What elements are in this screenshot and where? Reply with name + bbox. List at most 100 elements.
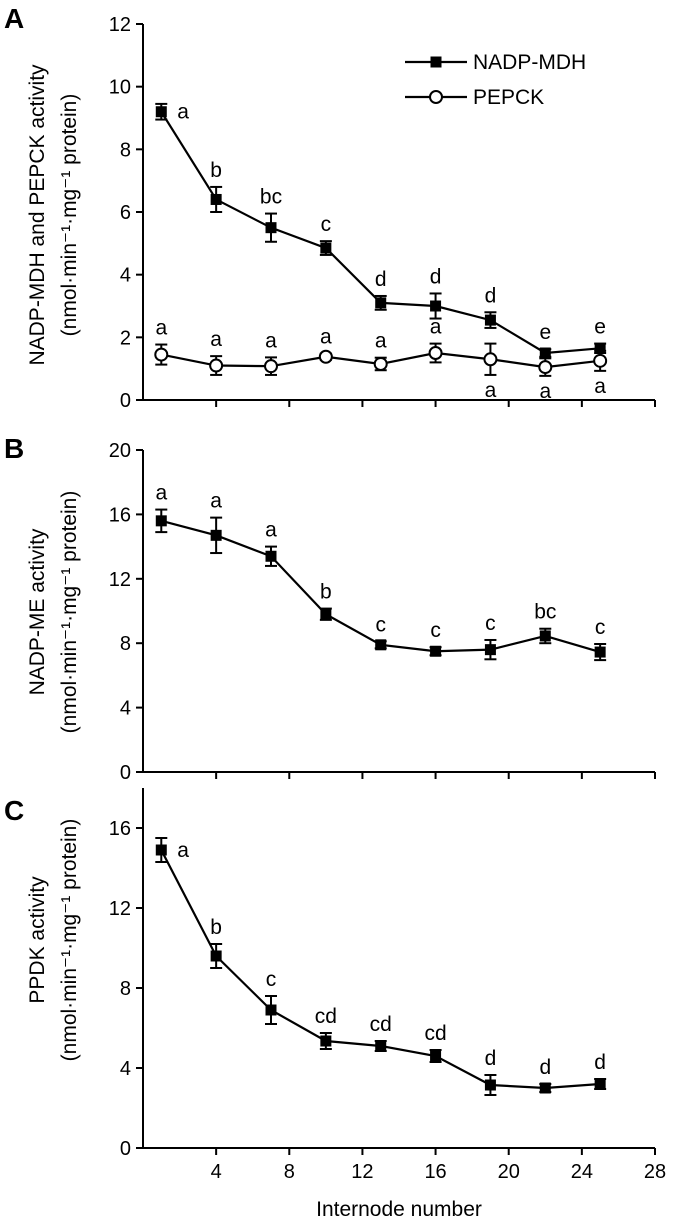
significance-label: d: [594, 1051, 606, 1074]
data-point: [154, 347, 169, 362]
y-axis-label-units: (nmol·min⁻¹·mg⁻¹ protein): [58, 819, 81, 1062]
panel-c: C 0 4 8 12 16 4 8 12 16 20 24 28 Internode number PPDK…: [4, 788, 666, 1221]
data-point: [210, 950, 222, 962]
data-point: [594, 342, 606, 354]
y-tick-label: 4: [120, 1058, 131, 1080]
significance-label: bc: [534, 601, 556, 624]
data-point: [210, 529, 222, 541]
y-tick-label: 12: [109, 14, 131, 36]
y-tick-label: 10: [109, 77, 131, 99]
data-point: [484, 1079, 496, 1091]
data-point: [373, 356, 388, 371]
data-point: [320, 242, 332, 254]
data-point: [484, 314, 496, 326]
data-point: [539, 347, 551, 359]
significance-label: b: [320, 581, 332, 604]
x-axis-label: Internode number: [316, 1198, 482, 1221]
significance-label: a: [155, 482, 167, 505]
y-tick-label: 0: [120, 390, 131, 412]
data-point: [538, 360, 553, 375]
data-point: [375, 639, 387, 651]
data-point: [594, 1078, 606, 1090]
data-point: [484, 644, 496, 656]
x-tick-label: 4: [211, 1161, 222, 1183]
data-point: [320, 1035, 332, 1047]
data-point: [265, 1004, 277, 1016]
panel-letter: C: [4, 795, 24, 826]
y-tick-label: 8: [120, 978, 131, 1000]
significance-label: a: [177, 101, 189, 124]
legend-marker: [429, 90, 443, 104]
significance-label: a: [430, 316, 442, 339]
significance-label: d: [485, 1047, 497, 1070]
data-point: [265, 550, 277, 562]
significance-label: a: [375, 330, 387, 353]
x-tick-label: 20: [498, 1161, 520, 1183]
significance-label: d: [539, 1056, 551, 1079]
y-tick-label: 0: [120, 1138, 131, 1160]
significance-label: cd: [370, 1013, 392, 1036]
data-point: [483, 352, 498, 367]
significance-label: bc: [260, 186, 282, 209]
data-point: [539, 1082, 551, 1094]
y-tick-label: 8: [120, 139, 131, 161]
x-tick-label: 12: [351, 1161, 373, 1183]
significance-label: a: [265, 519, 277, 542]
significance-label: d: [375, 268, 387, 291]
data-point: [430, 1050, 442, 1062]
panel-b: B 0 4 8 12 16 20 NADP-ME activity (nmol·min⁻¹·mg…: [4, 433, 656, 784]
data-point: [210, 193, 222, 205]
y-tick-label: 6: [120, 202, 131, 224]
y-tick-label: 2: [120, 327, 131, 349]
data-point: [155, 515, 167, 527]
data-point: [155, 844, 167, 856]
y-tick-label: 16: [109, 504, 131, 526]
data-point: [593, 353, 608, 368]
y-tick-label: 4: [120, 265, 131, 287]
significance-label: b: [210, 159, 222, 182]
significance-label: c: [485, 612, 496, 635]
significance-label: a: [210, 490, 222, 513]
significance-label: d: [430, 265, 442, 288]
data-point: [320, 608, 332, 620]
legend-label: NADP-MDH: [473, 51, 586, 74]
panel-letter: A: [4, 3, 24, 34]
data-point: [430, 300, 442, 312]
data-point: [318, 349, 333, 364]
significance-label: a: [177, 839, 189, 862]
y-axis-label: NADP-ME activity: [26, 528, 49, 695]
significance-label: c: [266, 968, 277, 991]
data-point: [428, 346, 443, 360]
significance-label: cd: [424, 1022, 446, 1045]
significance-label: e: [539, 321, 551, 344]
y-tick-label: 12: [109, 569, 131, 591]
data-point: [375, 1040, 387, 1052]
y-tick-label: 12: [109, 898, 131, 920]
significance-label: a: [155, 317, 167, 340]
y-axis-label-units: (nmol·min⁻¹·mg⁻¹ protein): [58, 491, 81, 734]
y-tick-label: 20: [109, 440, 131, 462]
significance-label: c: [595, 616, 606, 639]
data-point: [539, 630, 551, 642]
significance-label: a: [265, 329, 277, 352]
data-point: [209, 358, 224, 373]
legend-marker: [430, 56, 442, 68]
panel-letter: B: [4, 433, 24, 464]
data-point: [594, 646, 606, 658]
y-tick-label: 0: [120, 762, 131, 784]
y-axis-label: PPDK activity: [26, 876, 49, 1004]
significance-label: a: [594, 375, 606, 398]
data-point: [155, 106, 167, 118]
panel-a: A 0 2 4 6 8 10 12 NADP-MDH and PEPCK activity (nm…: [4, 3, 656, 412]
data-point: [430, 645, 442, 657]
y-axis-label-units: (nmol·min⁻¹·mg⁻¹ protein): [58, 94, 81, 337]
significance-label: a: [539, 380, 551, 403]
x-tick-label: 24: [571, 1161, 593, 1183]
y-tick-label: 16: [109, 818, 131, 840]
x-tick-label: 16: [424, 1161, 446, 1183]
y-tick-label: 8: [120, 633, 131, 655]
legend-label: PEPCK: [473, 86, 544, 109]
x-tick-label: 8: [284, 1161, 295, 1183]
significance-label: a: [320, 326, 332, 349]
